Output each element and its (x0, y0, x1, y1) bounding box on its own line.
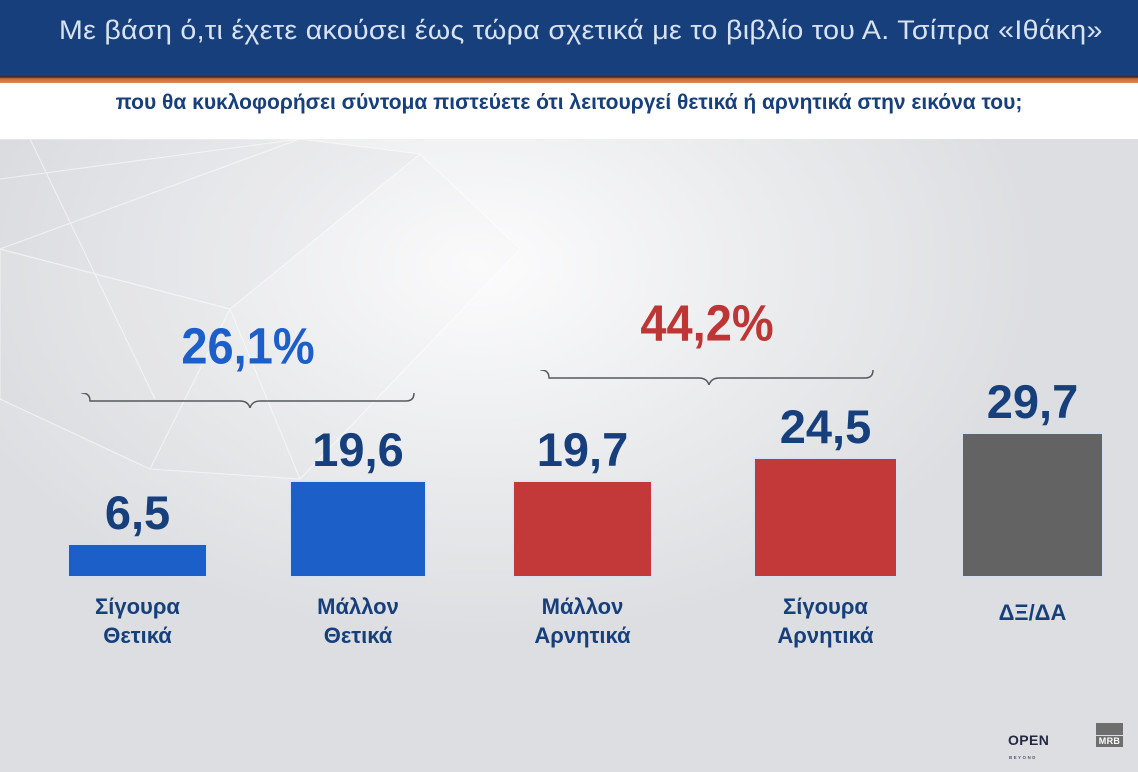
svg-text:OPEN: OPEN (1008, 732, 1049, 748)
